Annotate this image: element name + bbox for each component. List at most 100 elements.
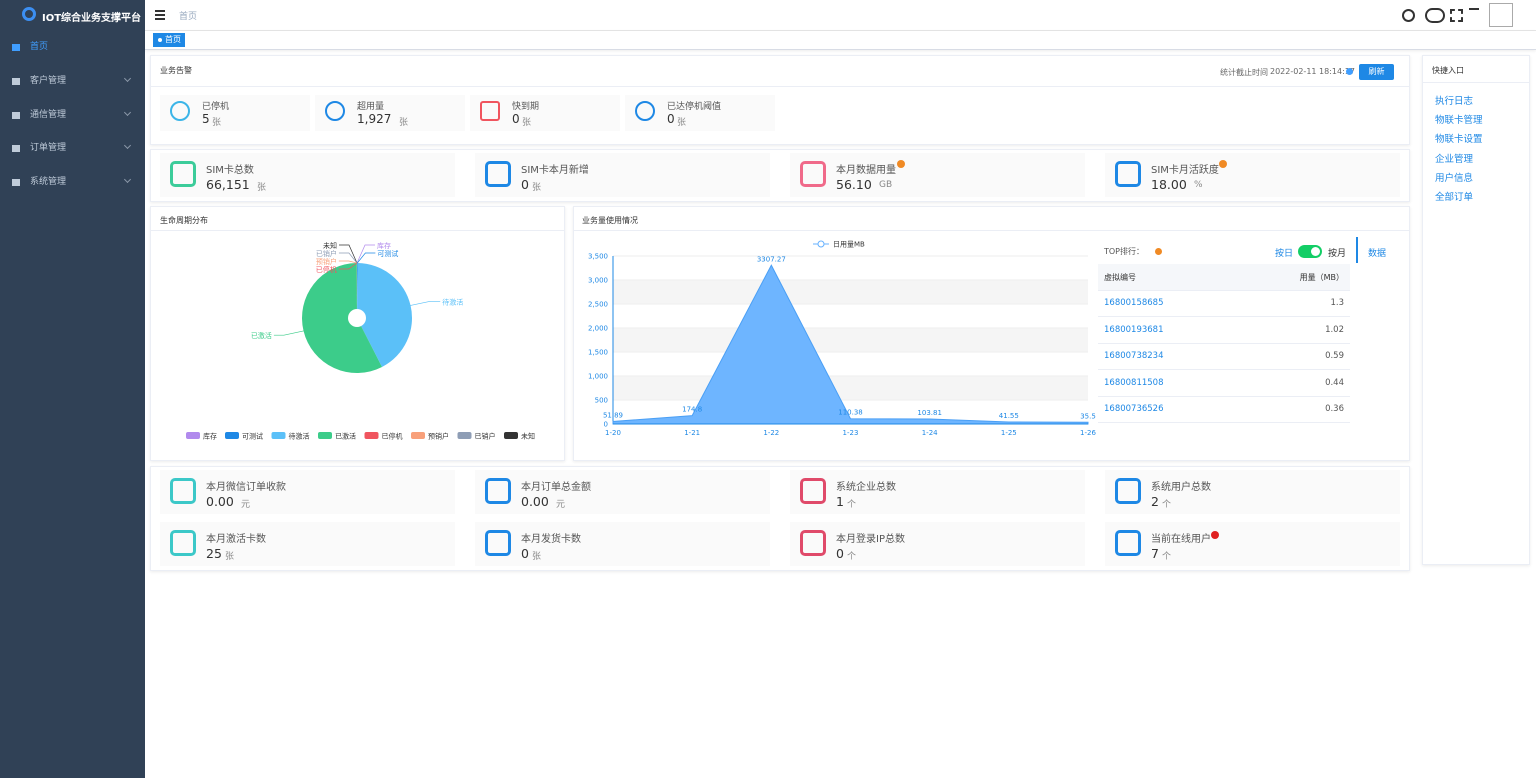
legend-label: 库存 <box>203 432 217 441</box>
stat-label: SIM卡月活跃度 <box>1151 165 1219 176</box>
stat-value: 0 <box>521 546 529 561</box>
stat-icon <box>170 161 196 187</box>
alert-label: 已停机 <box>202 102 230 112</box>
stat-value: 18.00 <box>1151 177 1187 192</box>
legend-swatch <box>457 432 472 439</box>
menu-item[interactable]: 客户管理 <box>30 75 67 86</box>
avatar[interactable] <box>1489 3 1513 27</box>
legend-label: 预销户 <box>428 432 449 441</box>
logo <box>22 7 36 21</box>
x-tick-label: 1-25 <box>1001 429 1017 437</box>
x-tick-label: 1-23 <box>843 429 859 437</box>
cell-id[interactable]: 16800738234 <box>1104 351 1164 361</box>
legend-swatch <box>186 432 200 439</box>
help-icon <box>897 160 905 168</box>
cell-usage: 0.36 <box>1325 404 1344 414</box>
menu-item[interactable]: 订单管理 <box>30 143 67 154</box>
data-label: 3307.27 <box>757 255 786 263</box>
quick-link[interactable]: 用户信息 <box>1435 172 1474 184</box>
stat-icon <box>1115 478 1141 504</box>
fullscreen-icon[interactable] <box>1450 9 1463 22</box>
alert-unit: 张 <box>522 118 532 128</box>
tag[interactable]: 首页 <box>153 33 185 47</box>
legend-marker <box>817 240 825 248</box>
menu-icon <box>12 44 20 51</box>
x-tick-label: 1-24 <box>922 429 938 437</box>
cell-id[interactable]: 16800811508 <box>1104 377 1164 388</box>
stat-icon <box>800 478 826 504</box>
cell-id[interactable]: 16800193681 <box>1104 324 1164 335</box>
y-tick-label: 2,000 <box>588 325 608 333</box>
stat-unit: GB <box>879 180 893 190</box>
stat-icon <box>1115 530 1141 556</box>
stat-time: 2022-02-11 18:14:17 <box>1270 67 1355 76</box>
data-label: 103.81 <box>917 409 942 417</box>
divider <box>151 86 1409 87</box>
data-label: 41.55 <box>999 412 1019 420</box>
row-divider <box>1098 369 1350 370</box>
data-label: 110.38 <box>838 409 863 417</box>
stat-label: 本月发货卡数 <box>521 534 581 545</box>
stat-card <box>1105 522 1400 566</box>
y-tick-label: 1,500 <box>588 349 608 357</box>
stat-unit: 张 <box>225 552 235 562</box>
menu-item[interactable]: 通信管理 <box>30 109 67 120</box>
hamburger[interactable] <box>155 10 165 12</box>
data-tab[interactable]: 数据 <box>1368 249 1387 259</box>
toggle-day[interactable]: 按日 <box>1275 249 1294 259</box>
menu-item[interactable]: 首页 <box>30 42 49 52</box>
leader-line <box>338 252 358 264</box>
x-tick-label: 1-26 <box>1080 429 1096 437</box>
leader-line <box>410 300 441 306</box>
alert-icon <box>325 101 345 121</box>
cell-usage: 1.3 <box>1330 298 1344 308</box>
quick-link[interactable]: 企业管理 <box>1435 153 1474 165</box>
quick-link[interactable]: 物联卡设置 <box>1435 134 1483 146</box>
quick-link[interactable]: 执行日志 <box>1435 96 1474 107</box>
refresh-button[interactable]: 刷新 <box>1359 64 1394 80</box>
divider <box>574 230 1409 231</box>
col-header: 用量（MB） <box>1299 273 1344 282</box>
stat-value: 2 <box>1151 494 1159 509</box>
stat-card <box>160 470 455 514</box>
quick-link[interactable]: 物联卡管理 <box>1435 115 1483 127</box>
menu-item[interactable]: 系统管理 <box>30 177 67 188</box>
grid-band <box>613 376 1088 400</box>
cell-id[interactable]: 16800158685 <box>1104 298 1164 308</box>
cell-id[interactable]: 16800736526 <box>1104 404 1164 414</box>
menu-icon <box>12 179 20 187</box>
download-icon[interactable] <box>1425 8 1445 23</box>
cell-usage: 0.44 <box>1325 377 1344 388</box>
stat-card <box>475 522 770 566</box>
divider <box>151 230 564 231</box>
stat-card <box>160 522 455 566</box>
stat-card <box>475 470 770 514</box>
stat-icon <box>485 530 511 556</box>
stat-card <box>160 153 455 197</box>
pie-label: 已销户 <box>316 249 337 258</box>
stat-unit: 张 <box>532 183 542 193</box>
legend-label: 已销户 <box>475 432 496 441</box>
alert-unit: 张 <box>399 118 409 128</box>
legend-swatch <box>318 432 332 439</box>
stat-label: 本月微信订单收款 <box>206 482 286 493</box>
stat-icon <box>485 161 511 187</box>
stat-label: 本月登录IP总数 <box>836 534 905 545</box>
leader-line <box>357 252 376 264</box>
data-label: 174.8 <box>682 406 702 414</box>
x-tick-label: 1-22 <box>763 429 779 437</box>
stat-icon <box>800 161 826 187</box>
search-icon[interactable] <box>1402 9 1415 22</box>
stat-label: SIM卡总数 <box>206 165 254 176</box>
menu-arrow <box>123 176 132 184</box>
stat-card <box>475 153 770 197</box>
leader-line <box>338 262 358 270</box>
quick-link[interactable]: 全部订单 <box>1435 192 1474 203</box>
menu-icon <box>12 77 20 85</box>
pie-label: 预销户 <box>316 257 337 266</box>
font-size-icon[interactable] <box>1469 8 1479 22</box>
stat-card <box>790 522 1085 566</box>
x-tick-label: 1-21 <box>684 429 700 437</box>
area-chart: 0 500 1,000 1,500 2,000 2,500 3,000 3,500 1-20 1-… <box>588 240 1096 437</box>
toggle-month[interactable]: 按月 <box>1328 249 1347 259</box>
